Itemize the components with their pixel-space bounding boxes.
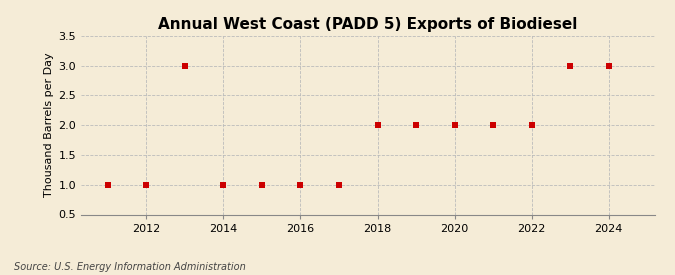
Text: Source: U.S. Energy Information Administration: Source: U.S. Energy Information Administ… <box>14 262 245 272</box>
Title: Annual West Coast (PADD 5) Exports of Biodiesel: Annual West Coast (PADD 5) Exports of Bi… <box>158 17 578 32</box>
Y-axis label: Thousand Barrels per Day: Thousand Barrels per Day <box>45 53 54 197</box>
